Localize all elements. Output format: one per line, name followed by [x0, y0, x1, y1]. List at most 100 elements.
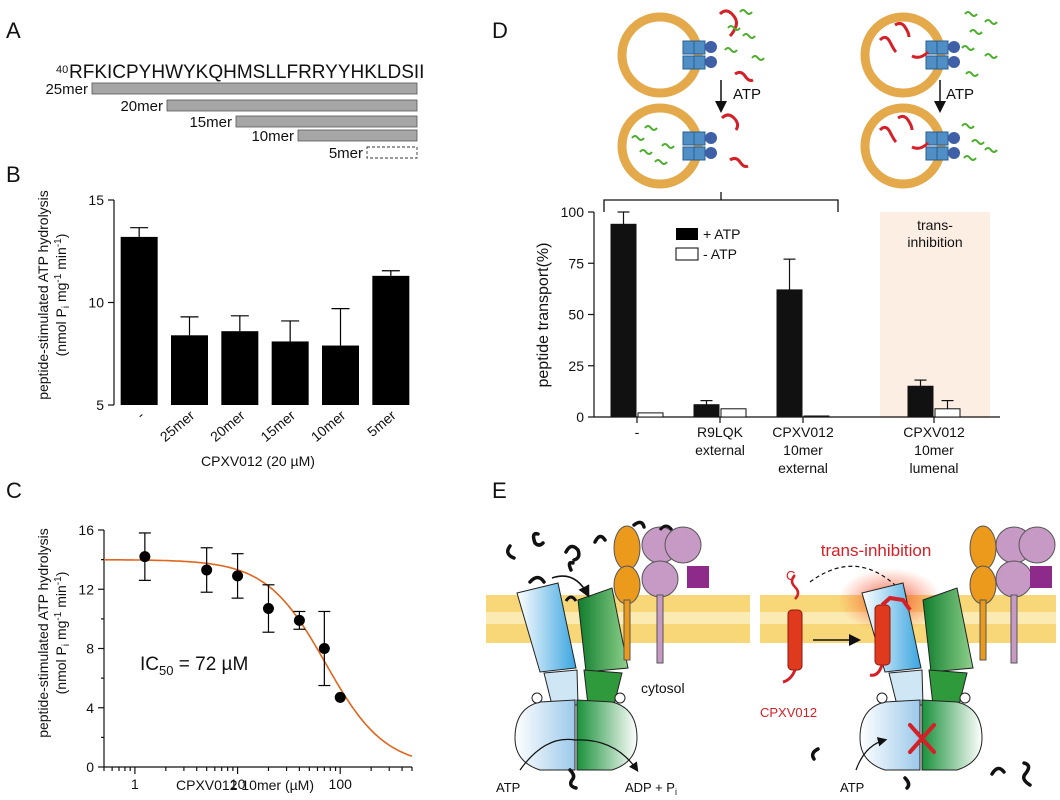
chart-c-point — [334, 691, 346, 703]
chart-d-ytick-label: 50 — [568, 307, 584, 323]
chart-c-ytick-label: 4 — [86, 700, 94, 716]
chart-d-ytick-label: 0 — [576, 409, 584, 425]
chart-d-ytick-label: 75 — [568, 255, 584, 271]
panel-c-label: C — [6, 478, 22, 503]
chart-d-ylabel: peptide transport(%) — [535, 243, 552, 388]
panel-a-label: A — [6, 18, 21, 43]
chart-b-bar — [271, 341, 309, 405]
d-xcat-2-line3: external — [778, 460, 828, 476]
cytosol-label: cytosol — [641, 680, 685, 696]
chart-d-bar-minus-atp — [934, 408, 961, 418]
adp-arrow-left — [574, 739, 639, 772]
chart-c-point — [318, 643, 330, 654]
chart-b-xtick-label: 15mer — [257, 407, 298, 445]
chart-b-xtick-label: 5mer — [364, 407, 399, 440]
chart-b-xtick-label: 20mer — [207, 407, 248, 445]
peptide-bar-15mer — [235, 115, 418, 128]
chart-d-bar-plus-atp — [610, 223, 637, 418]
chart-c-ylabel-line1: peptide-stimulated ATP hydrolysis — [35, 528, 51, 738]
peptide-label-5mer: 5mer — [329, 145, 363, 162]
chart-c-ytick-label: 12 — [78, 581, 94, 597]
peptide-bar-10mer — [297, 129, 418, 142]
chart-d-ytick-label: 25 — [568, 358, 584, 374]
d-xcat-0: - — [635, 424, 640, 440]
chart-d-bar-minus-atp — [637, 412, 664, 418]
chart-c-point — [201, 564, 213, 576]
peptide-label-20mer: 20mer — [120, 98, 163, 115]
d-xcat-3-line3: lumenal — [909, 460, 958, 476]
chart-c-point — [139, 551, 151, 563]
chart-d-bar-minus-atp — [720, 408, 747, 418]
trans-label-line1: trans- — [917, 217, 953, 233]
atp-label-e-left: ATP — [496, 780, 520, 795]
c-terminus-label: C — [786, 568, 795, 583]
chart-c-xtick-label: 1 — [131, 776, 139, 792]
chart-c-ytick-label: 0 — [86, 759, 94, 775]
legend-plus-atp: + ATP — [703, 226, 740, 242]
chart-b-bar — [171, 335, 208, 405]
binding-arrow — [551, 575, 590, 598]
panel-d-label: D — [492, 18, 508, 43]
chart-b-bar — [322, 345, 359, 405]
chart-b-ylabel-line2: (nmol Pi mg-1 min-1) — [53, 234, 72, 357]
legend-swatch-minus-atp — [675, 247, 699, 261]
chart-c-point — [262, 603, 274, 615]
chart-d-bar-plus-atp — [776, 289, 803, 418]
atp-label-e-right: ATP — [840, 780, 864, 795]
d-xcat-3-line1: CPXV012 — [903, 424, 965, 440]
inhibition-x-icon — [908, 723, 936, 754]
chart-c: 0 4 8 12 16 1 10 100 — [78, 522, 413, 792]
peptides-cytosol-right — [810, 747, 1032, 790]
cpxv012-helix — [782, 574, 803, 684]
chart-b-bar — [372, 275, 410, 405]
trans-label-line2: inhibition — [907, 234, 962, 250]
trans-inhibition-title: trans-inhibition — [821, 541, 932, 560]
chart-d-bar-plus-atp — [907, 385, 934, 418]
legend-minus-atp: - ATP — [703, 246, 737, 262]
chart-d-bar-plus-atp — [693, 404, 720, 418]
mhc-complex-right — [969, 525, 1056, 664]
cpxv012-label: CPXV012 — [760, 705, 817, 720]
chart-c-xtick-label: 100 — [329, 776, 353, 792]
vesicle-right-top — [860, 11, 998, 98]
chart-b-bar — [221, 331, 259, 405]
chart-b-bar — [120, 236, 158, 405]
chart-c-point — [232, 570, 244, 582]
peptide-label-10mer: 10mer — [251, 128, 294, 145]
d-xcat-3-line2: 10mer — [914, 442, 954, 458]
vesicle-left-top — [617, 9, 765, 98]
d-xcat-1-line2: external — [695, 442, 745, 458]
peptide-label-15mer: 15mer — [189, 114, 232, 131]
adp-label: ADP + Pi — [625, 780, 677, 797]
chart-b-xtick-label: 25mer — [157, 407, 198, 445]
chart-d: 0 25 50 75 100 — [561, 204, 1000, 425]
chart-b-xtick-label: 10mer — [308, 407, 349, 445]
atp-arrow-left — [519, 738, 576, 771]
atp-label-right: ATP — [946, 86, 974, 103]
trans-inhibition-region — [880, 212, 990, 418]
chart-c-xlabel: CPXV012 10mer (µM) — [176, 777, 314, 793]
peptide-bar-5mer — [366, 146, 418, 159]
sequence-start-number: 40 — [56, 64, 68, 76]
panel-e-label: E — [492, 478, 507, 503]
bracket-external — [603, 192, 839, 212]
chart-b-ylabel-line1: peptide-stimulated ATP hydrolysis — [35, 190, 51, 400]
chart-b-ytick-label: 5 — [96, 397, 104, 413]
d-xcat-1-line1: R9LQK — [697, 424, 744, 440]
vesicle-left-bottom — [617, 103, 749, 189]
chart-c-xtick-label: 10 — [230, 776, 246, 792]
vesicle-right-bottom — [860, 103, 998, 189]
chart-d-ytick-label: 100 — [561, 204, 585, 220]
chart-c-ytick-label: 16 — [78, 522, 94, 538]
peptide-sequence: RFKICPYHWYKQHMSLLFRRYYHKLDSII — [69, 62, 424, 83]
atp-arrow-right — [855, 737, 888, 771]
chart-b-xlabel: CPXV012 (20 µM) — [201, 453, 315, 469]
peptide-bar-25mer — [91, 82, 418, 95]
legend-swatch-plus-atp — [676, 228, 698, 240]
chart-b-xtick-label: - — [133, 407, 147, 422]
peptides-cytosol-left — [506, 520, 646, 790]
chart-b-ytick-label: 10 — [88, 295, 104, 311]
chart-c-ytick-label: 8 — [86, 641, 94, 657]
ic50-annotation: IC50 = 72 µM — [140, 654, 248, 678]
